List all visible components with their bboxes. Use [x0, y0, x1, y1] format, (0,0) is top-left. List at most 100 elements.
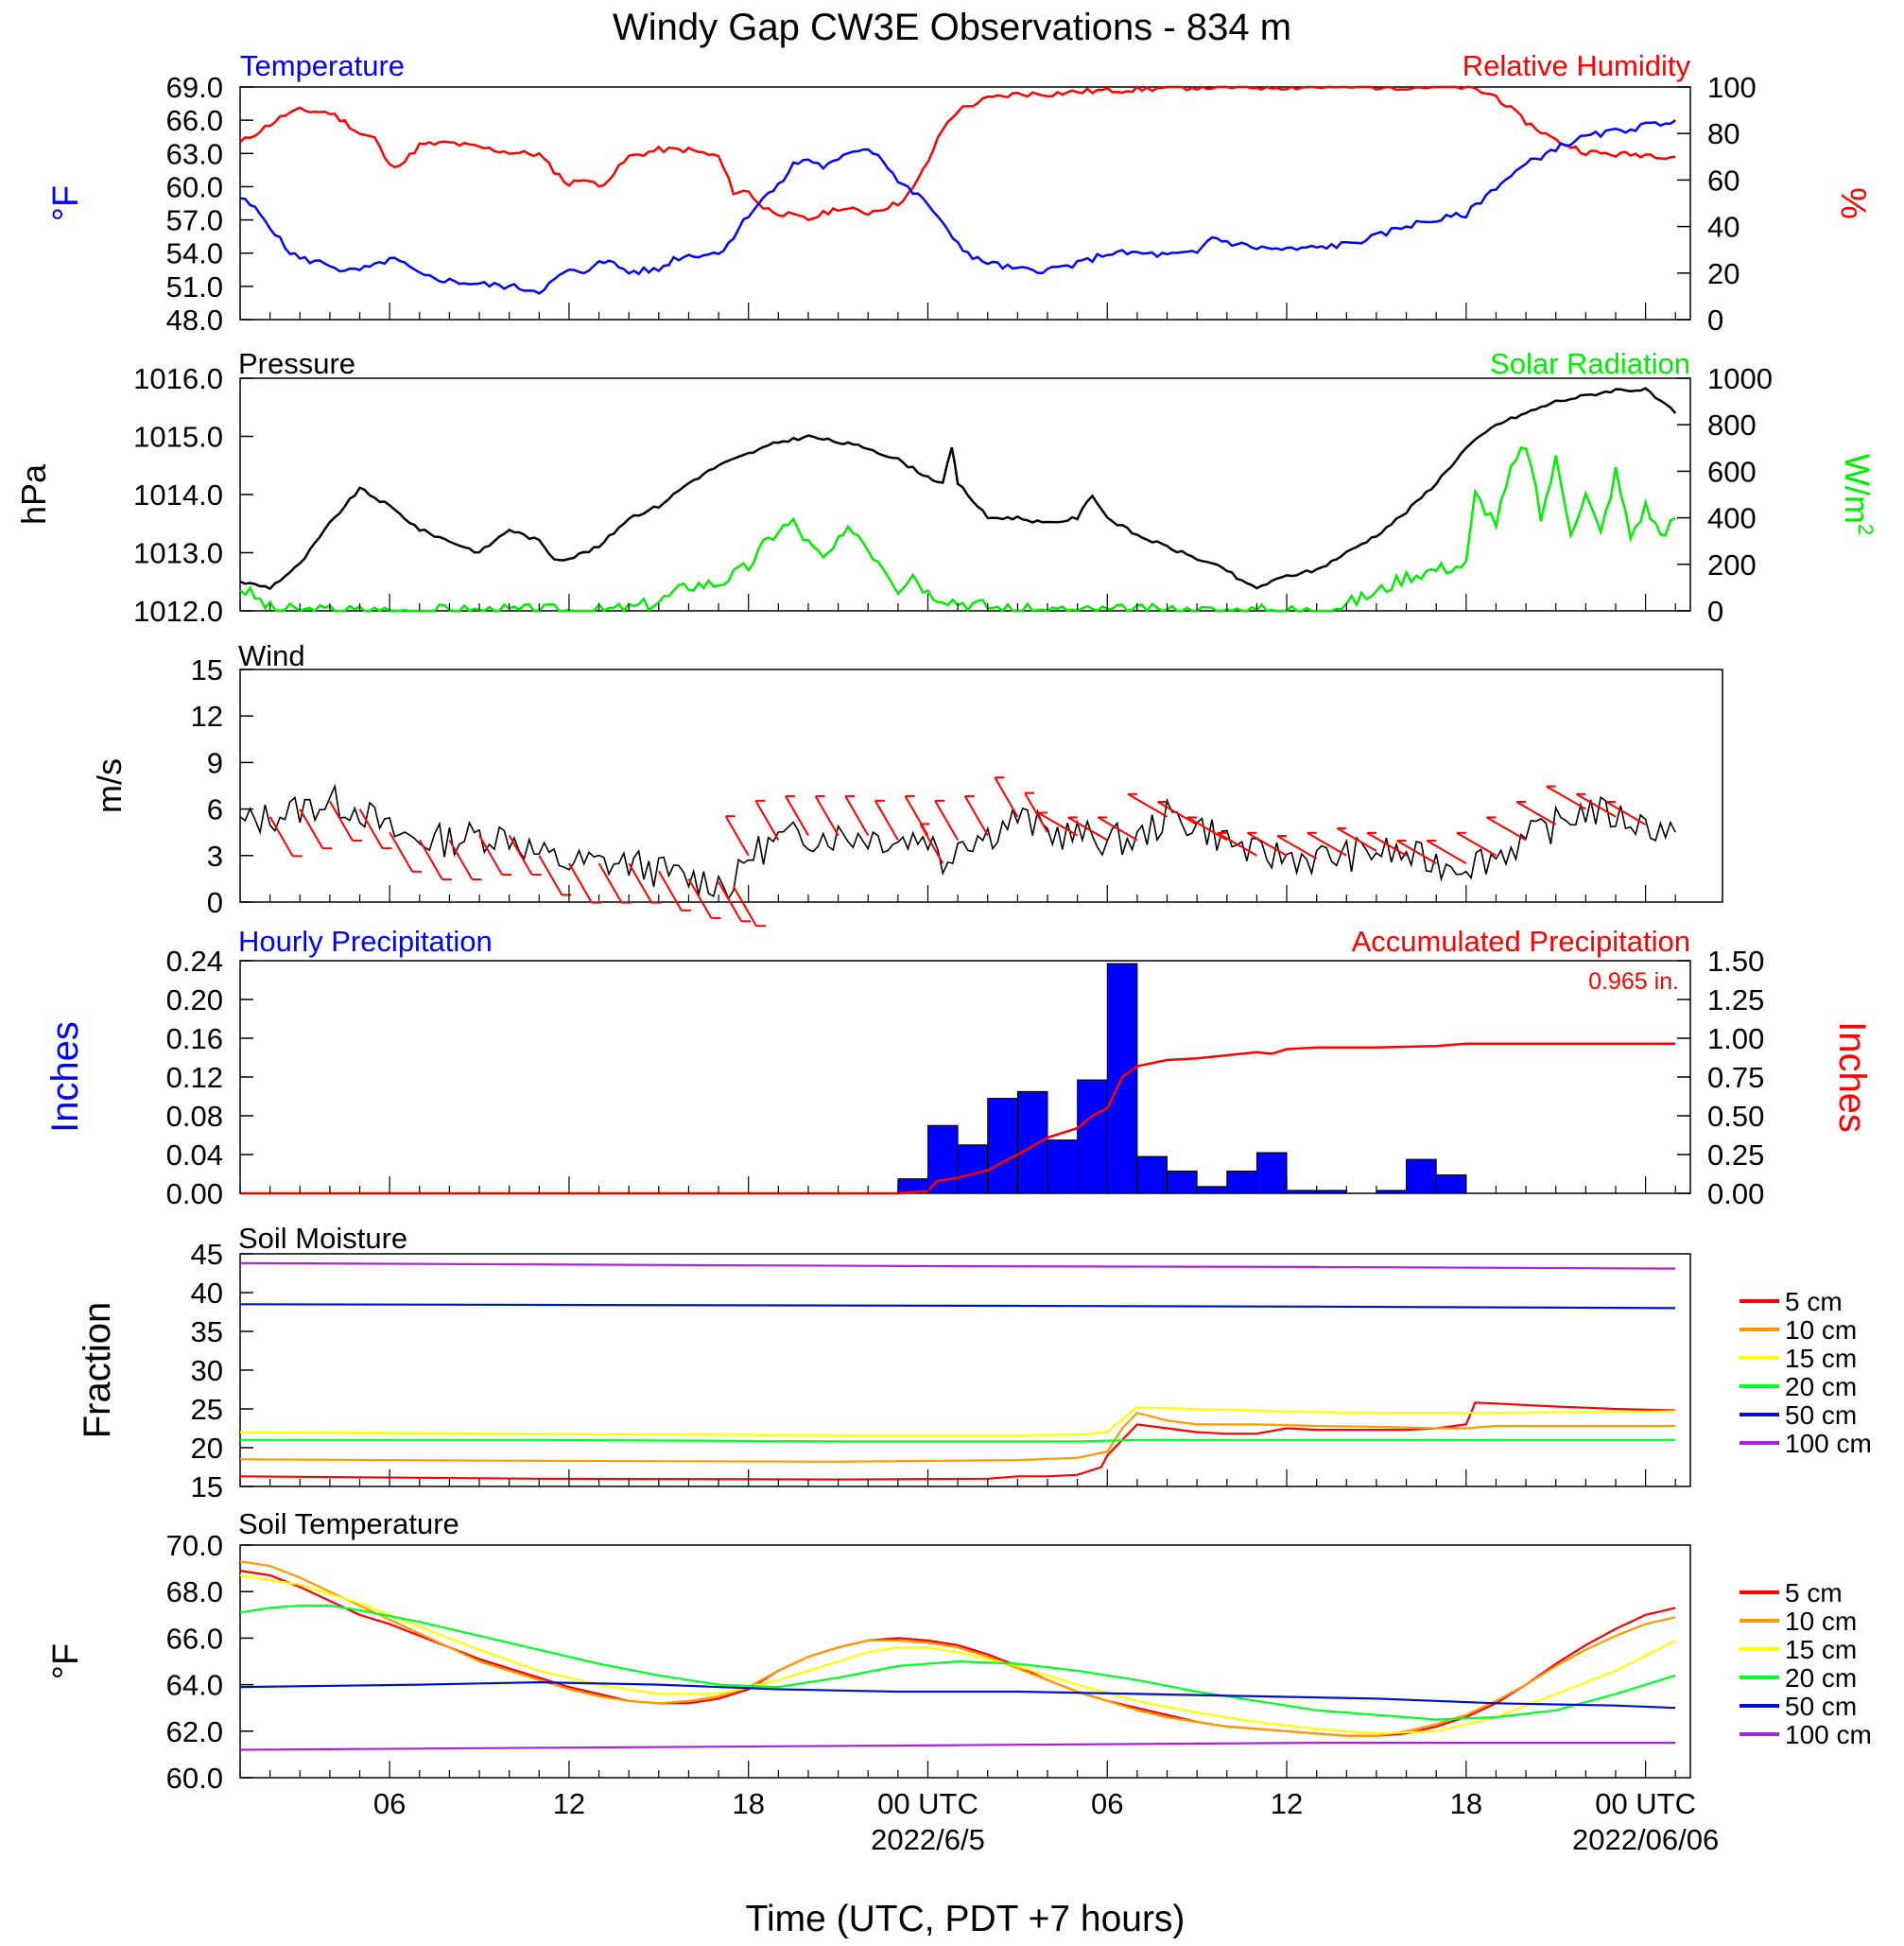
hourly-precip-tick-5: 0.20 — [166, 983, 223, 1016]
temperature-tick-6: 66.0 — [166, 104, 223, 137]
precip-bar-4 — [1016, 1090, 1048, 1194]
soil-temperature-tick-5: 70.0 — [166, 1529, 223, 1562]
wind-barb-18 — [724, 815, 750, 857]
accum-precip-tick-2: 0.50 — [1707, 1100, 1764, 1133]
soil-moisture-unit: Fraction — [77, 1302, 118, 1439]
temperature-tick-7: 69.0 — [166, 71, 223, 104]
precip-bar-9 — [1167, 1170, 1198, 1194]
pressure-line — [239, 387, 1677, 591]
solar-tick-5: 1000 — [1707, 362, 1773, 395]
precip-total-label: 0.965 in. — [1588, 968, 1679, 995]
accum-precip-line — [240, 1042, 1676, 1195]
precip-bar-13 — [1286, 1190, 1318, 1194]
temperature-tick-3: 57.0 — [166, 204, 223, 237]
accum-precip-title: Accumulated Precipitation — [1352, 925, 1690, 958]
hourly-precip-title: Hourly Precipitation — [238, 925, 493, 958]
chart-title: Windy Gap CW3E Observations - 834 m — [613, 7, 1291, 48]
soil-moisture-legend-label-1: 10 cm — [1785, 1315, 1857, 1345]
wind-barb-10 — [538, 855, 563, 895]
wind-barb-5 — [389, 831, 414, 873]
wind-tick-4: 12 — [191, 700, 223, 733]
temperature-tick-2: 54.0 — [166, 237, 223, 270]
panel-pressure-frame — [239, 377, 1691, 612]
wind-barb-23 — [874, 800, 899, 841]
soil-temperature-unit: °F — [46, 1643, 86, 1679]
x-tick-label-1: 12 — [553, 1787, 585, 1820]
wind-barb-43 — [1426, 840, 1467, 864]
accum-precip-tick-4: 1.00 — [1707, 1022, 1764, 1055]
temperature-tick-5: 63.0 — [166, 137, 223, 170]
solar-unit: W/m2 — [1838, 454, 1878, 535]
soil-moisture-legend-label-5: 100 cm — [1785, 1429, 1872, 1458]
temperature-unit: °F — [46, 185, 86, 221]
humidity-tick-2: 40 — [1707, 211, 1740, 244]
humidity-tick-labels: 0 20 40 60 80 100 — [1677, 71, 1757, 337]
precip-bar-5 — [1047, 1139, 1079, 1194]
hourly-precip-tick-6: 0.24 — [166, 945, 223, 978]
wind-barb-27 — [963, 795, 989, 836]
wind-barb-29 — [1024, 792, 1048, 833]
precip-bar-10 — [1196, 1186, 1228, 1194]
accum-precip-tick-3: 0.75 — [1707, 1061, 1764, 1094]
humidity-tick-3: 60 — [1707, 164, 1740, 197]
panel-precip: Hourly Precipitation Accumulated Precipi… — [44, 925, 1873, 1210]
panel-temperature-frame — [239, 86, 1691, 321]
wind-barb-8 — [478, 834, 503, 876]
precip-bar-1 — [926, 1124, 959, 1194]
x-tick-label-6: 18 — [1450, 1787, 1482, 1820]
wind-barb-32 — [1097, 816, 1138, 842]
x-axis-title: Time (UTC, PDT +7 hours) — [746, 1899, 1186, 1939]
accum-precip-tick-1: 0.25 — [1707, 1138, 1764, 1172]
humidity-tick-5: 100 — [1707, 71, 1757, 104]
wind-barb-47 — [1546, 785, 1586, 810]
wind-barb-41 — [1366, 831, 1408, 857]
x-date-label-7: 2022/06/06 — [1572, 1823, 1719, 1856]
x-tick-label-3: 00 UTC — [877, 1787, 978, 1820]
wind-unit: m/s — [90, 758, 129, 813]
x-tick-label-2: 18 — [732, 1787, 764, 1820]
wind-barb-7 — [448, 839, 474, 880]
soil-temperature-title: Soil Temperature — [238, 1507, 459, 1540]
wind-barb-46 — [1515, 801, 1557, 825]
hourly-precip-tick-labels: 0.00 0.04 0.08 0.12 0.16 0.20 0.24 — [166, 945, 253, 1210]
wind-tick-3: 9 — [207, 746, 223, 779]
soil-temperature-legend-label-1: 10 cm — [1785, 1607, 1857, 1636]
wind-barb-39 — [1307, 831, 1347, 857]
precip-bar-16 — [1376, 1190, 1408, 1194]
accum-precip-tick-0: 0.00 — [1707, 1177, 1764, 1210]
precip-left-unit: Inches — [44, 1021, 86, 1133]
soil-moisture-legend-label-3: 20 cm — [1785, 1372, 1857, 1401]
soil-moisture-title: Soil Moisture — [238, 1222, 407, 1255]
wind-barb-33 — [1127, 792, 1168, 818]
wind-barb-35 — [1186, 816, 1228, 842]
svg-text:W/m2: W/m2 — [1838, 454, 1878, 535]
soil-temperature-legend-label-3: 20 cm — [1785, 1663, 1857, 1693]
precip-bar-18 — [1435, 1174, 1467, 1194]
panel-wind-frame — [239, 669, 1723, 903]
solar-unit-sup: 2 — [1854, 524, 1878, 535]
panel-soil-temperature-frame — [239, 1544, 1691, 1779]
wind-barb-26 — [934, 800, 959, 841]
soil-temperature-series — [239, 1560, 1676, 1751]
pressure-tick-labels: 1012.0 1013.0 1014.0 1015.0 1016.0 — [133, 362, 253, 628]
wind-barb-37 — [1246, 831, 1288, 857]
wind-line — [239, 783, 1676, 901]
humidity-tick-0: 0 — [1707, 304, 1723, 337]
wind-barb-11 — [568, 862, 593, 904]
wind-barb-48 — [1575, 792, 1617, 818]
pressure-tick-2: 1014.0 — [133, 478, 223, 512]
panel-pressure: Pressure Solar Radiation hPa W/m2 1012.0… — [14, 347, 1878, 628]
soil-moisture-tick-4: 35 — [191, 1315, 223, 1348]
soil-temperature-tick-labels: 60.0 62.0 64.0 66.0 68.0 70.0 — [166, 1529, 253, 1795]
panel-wind: Wind m/s 0 3 6 9 12 15 — [90, 639, 1723, 928]
soil-moisture-line-2 — [239, 1406, 1676, 1436]
pressure-tick-1: 1013.0 — [133, 537, 223, 570]
humidity-tick-4: 80 — [1707, 117, 1740, 150]
soil-moisture-line-5 — [239, 1261, 1676, 1270]
soil-moisture-line-4 — [239, 1303, 1676, 1310]
pressure-title: Pressure — [238, 347, 355, 380]
temperature-series — [239, 85, 1676, 320]
wind-barb-17 — [733, 886, 757, 927]
soil-moisture-line-1 — [239, 1411, 1676, 1463]
